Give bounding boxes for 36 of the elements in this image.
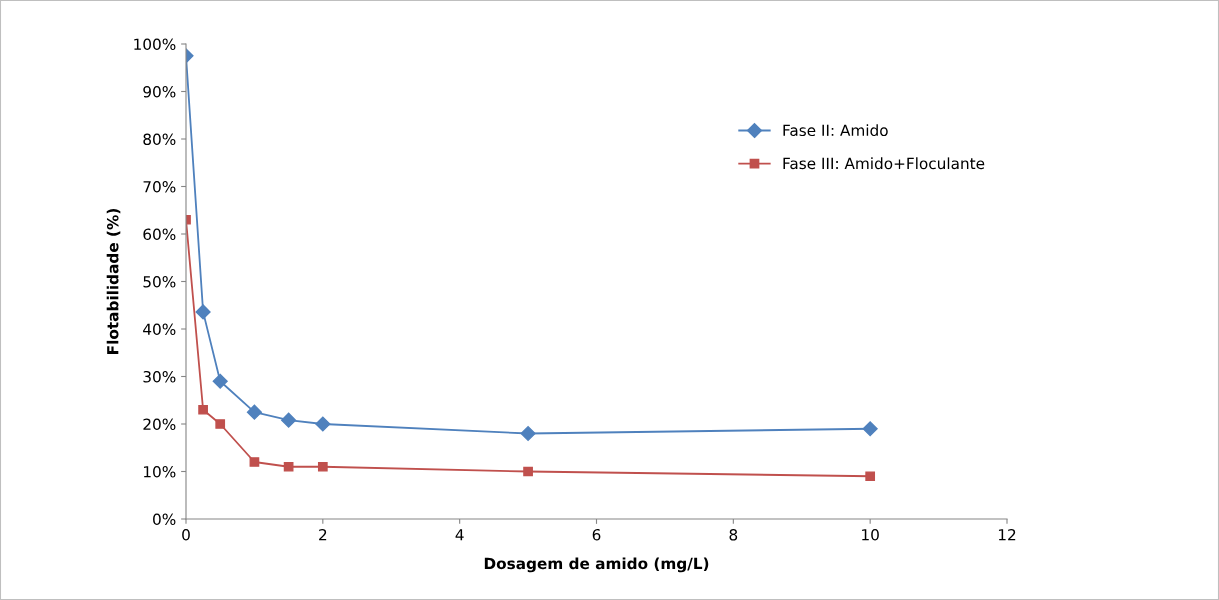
point [523, 466, 533, 477]
point [212, 373, 228, 389]
x-tick-label: 12 [998, 528, 1016, 541]
y-tick-label: 100% [134, 38, 176, 51]
point [198, 404, 208, 415]
point [195, 304, 211, 320]
x-tick-label: 0 [182, 528, 190, 541]
point [520, 425, 536, 442]
y-axis-title: Flotabilidade (%) [106, 209, 121, 354]
x-tick-label: 8 [729, 528, 738, 541]
y-tick-label: 30% [143, 370, 176, 383]
legend-label: Fase II: Amido [783, 124, 888, 137]
y-tick-label: 80% [143, 133, 176, 146]
y-tick-label: 0% [153, 513, 176, 526]
y-tick-label: 10% [144, 465, 176, 478]
x-tick-label: 6 [592, 528, 601, 541]
point [249, 457, 260, 467]
x-tick-label: 4 [455, 529, 464, 541]
y-tick-label: 90% [143, 85, 176, 98]
point [315, 416, 331, 432]
point [865, 471, 876, 482]
x-tick-label: 10 [862, 528, 879, 541]
legend-label: Fase III: Amido+Floculante [783, 157, 985, 170]
x-tick-label: 2 [319, 528, 327, 541]
y-tick-label: 60% [143, 228, 176, 241]
point [862, 421, 878, 437]
point [283, 461, 294, 472]
point [281, 412, 297, 428]
point [215, 419, 226, 429]
y-tick-label: 40% [143, 323, 176, 336]
y-tick-label: 20% [143, 418, 176, 431]
y-tick-label: 50% [143, 275, 176, 288]
x-axis-title: Dosagem de amido (mg/L) [484, 557, 709, 573]
point [246, 404, 262, 420]
point [317, 461, 328, 472]
y-tick-label: 70% [143, 180, 176, 193]
